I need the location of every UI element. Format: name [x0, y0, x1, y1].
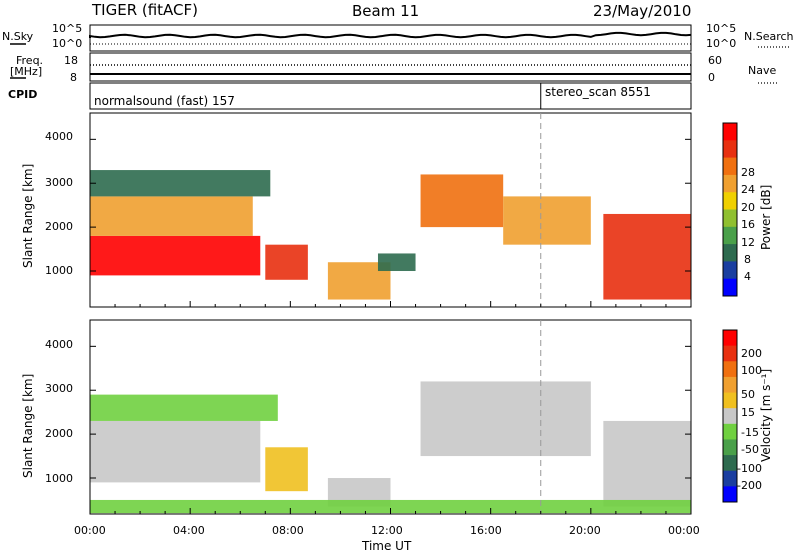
power-cb-tick-1: 24: [741, 183, 755, 196]
cpid-segment-2: stereo_scan 8551: [545, 85, 651, 99]
power-panel: [89, 112, 692, 308]
velocity-region: [420, 381, 591, 457]
velocity-colorbar-segment: [723, 439, 737, 456]
power-colorbar-segment: [723, 209, 737, 228]
velocity-colorbar-segment: [723, 470, 737, 487]
noise-tick-left-top: 10^5: [52, 22, 83, 35]
vel-cb-tick-0: 200: [741, 347, 762, 360]
velocity-region: [90, 420, 261, 483]
power-colorbar-segment: [723, 261, 737, 280]
power-cb-tick-5: 8: [744, 253, 751, 266]
freq-tick-top: 18: [64, 54, 78, 67]
power-region: [90, 196, 253, 236]
y-tick-vel-4000: 4000: [45, 338, 73, 351]
power-cb-label: Power [dB]: [759, 184, 773, 250]
power-cb-tick-3: 16: [741, 218, 755, 231]
y-axis-label-power: Slant Range [km]: [21, 163, 35, 268]
power-colorbar-segment: [723, 123, 737, 141]
velocity-colorbar-segment: [723, 330, 737, 347]
vel-cb-label: Velocity [m s⁻¹]: [759, 368, 773, 462]
noise-panel-frame: [89, 24, 692, 52]
power-colorbar-segment: [723, 174, 737, 193]
velocity-panel: [89, 319, 692, 515]
power-cb-tick-2: 20: [741, 201, 755, 214]
nsky-line: [89, 31, 692, 39]
velocity-colorbar-segment: [723, 392, 737, 409]
x-tick-0: 00:00: [74, 524, 106, 537]
vel-cb-tick-7: -200: [737, 479, 762, 492]
velocity-colorbar-segment: [723, 486, 737, 503]
x-tick-2: 08:00: [272, 524, 304, 537]
power-colorbar-segment: [723, 192, 737, 210]
vel-cb-tick-1: 100: [741, 364, 762, 377]
vel-cb-tick-6: -100: [737, 462, 762, 475]
velocity-colorbar-frame: [722, 329, 738, 503]
freq-unit: [MHz]: [10, 65, 43, 78]
power-colorbar-segment: [723, 140, 737, 159]
freq-tick-bottom: 8: [70, 71, 77, 84]
nave-tick-top: 60: [708, 54, 722, 67]
vel-cb-tick-5: -50: [741, 443, 759, 456]
nave-tick-bottom: 0: [708, 71, 715, 84]
plot-title: TIGER (fitACF): [92, 1, 199, 19]
summary-panels: [10, 24, 790, 110]
cpid-label: CPID: [8, 88, 38, 101]
beam-label: Beam 11: [352, 2, 420, 20]
power-region: [90, 170, 271, 197]
power-colorbar-segment: [723, 226, 737, 245]
freq-label: Freq.: [16, 54, 44, 67]
power-colorbar-segment: [723, 244, 737, 262]
power-region: [603, 213, 691, 300]
power-colorbar-frame: [722, 122, 738, 297]
velocity-colorbar-segment: [723, 376, 737, 394]
vel-cb-tick-4: -15: [741, 426, 759, 439]
y-tick-power-3000: 3000: [45, 176, 73, 189]
nsky-label: N.Sky: [2, 30, 34, 43]
power-region: [503, 196, 591, 245]
cpid-segment-1: normalsound (fast) 157: [94, 94, 235, 108]
y-tick-power-1000: 1000: [45, 264, 73, 277]
velocity-colorbar-segment: [723, 455, 737, 472]
velocity-region: [90, 394, 278, 421]
velocity-region: [603, 420, 691, 507]
y-tick-vel-1000: 1000: [45, 472, 73, 485]
x-tick-3: 12:00: [371, 524, 403, 537]
power-region: [90, 235, 261, 276]
y-tick-vel-2000: 2000: [45, 427, 73, 440]
velocity-colorbar-segment: [723, 408, 737, 425]
noise-tick-left-bottom: 10^0: [52, 37, 83, 50]
x-tick-5: 20:00: [569, 524, 601, 537]
power-cb-tick-6: 4: [744, 270, 751, 283]
power-colorbar-segment: [723, 278, 737, 297]
nave-label: Nave: [748, 64, 777, 77]
vel-cb-tick-3: 15: [741, 406, 755, 419]
x-tick-4: 16:00: [470, 524, 502, 537]
power-colorbar-segment: [723, 157, 737, 176]
power-region: [420, 174, 504, 228]
power-cb-tick-4: 12: [741, 236, 755, 249]
power-region: [377, 253, 416, 272]
noise-tick-right-bottom: 10^0: [706, 37, 737, 50]
velocity-colorbar-segment: [723, 423, 737, 440]
y-axis-label-velocity: Slant Range [km]: [21, 373, 35, 478]
x-tick-1: 04:00: [173, 524, 205, 537]
power-region: [265, 244, 308, 280]
y-tick-power-2000: 2000: [45, 220, 73, 233]
nsearch-label: N.Search: [744, 30, 794, 43]
vel-cb-tick-2: 50: [741, 388, 755, 401]
date-label: 23/May/2010: [593, 2, 692, 20]
x-tick-6: 00:00: [668, 524, 700, 537]
noise-tick-right-top: 10^5: [706, 22, 737, 35]
y-tick-power-4000: 4000: [45, 130, 73, 143]
velocity-region: [265, 447, 308, 492]
freq-panel-frame: [89, 52, 692, 82]
colorbars: [722, 122, 738, 503]
cpid-panel-frame: [89, 82, 692, 110]
x-axis-label: Time UT: [362, 539, 412, 553]
velocity-colorbar-segment: [723, 345, 737, 362]
y-tick-vel-3000: 3000: [45, 382, 73, 395]
power-cb-tick-0: 28: [741, 166, 755, 179]
velocity-colorbar-segment: [723, 361, 737, 378]
